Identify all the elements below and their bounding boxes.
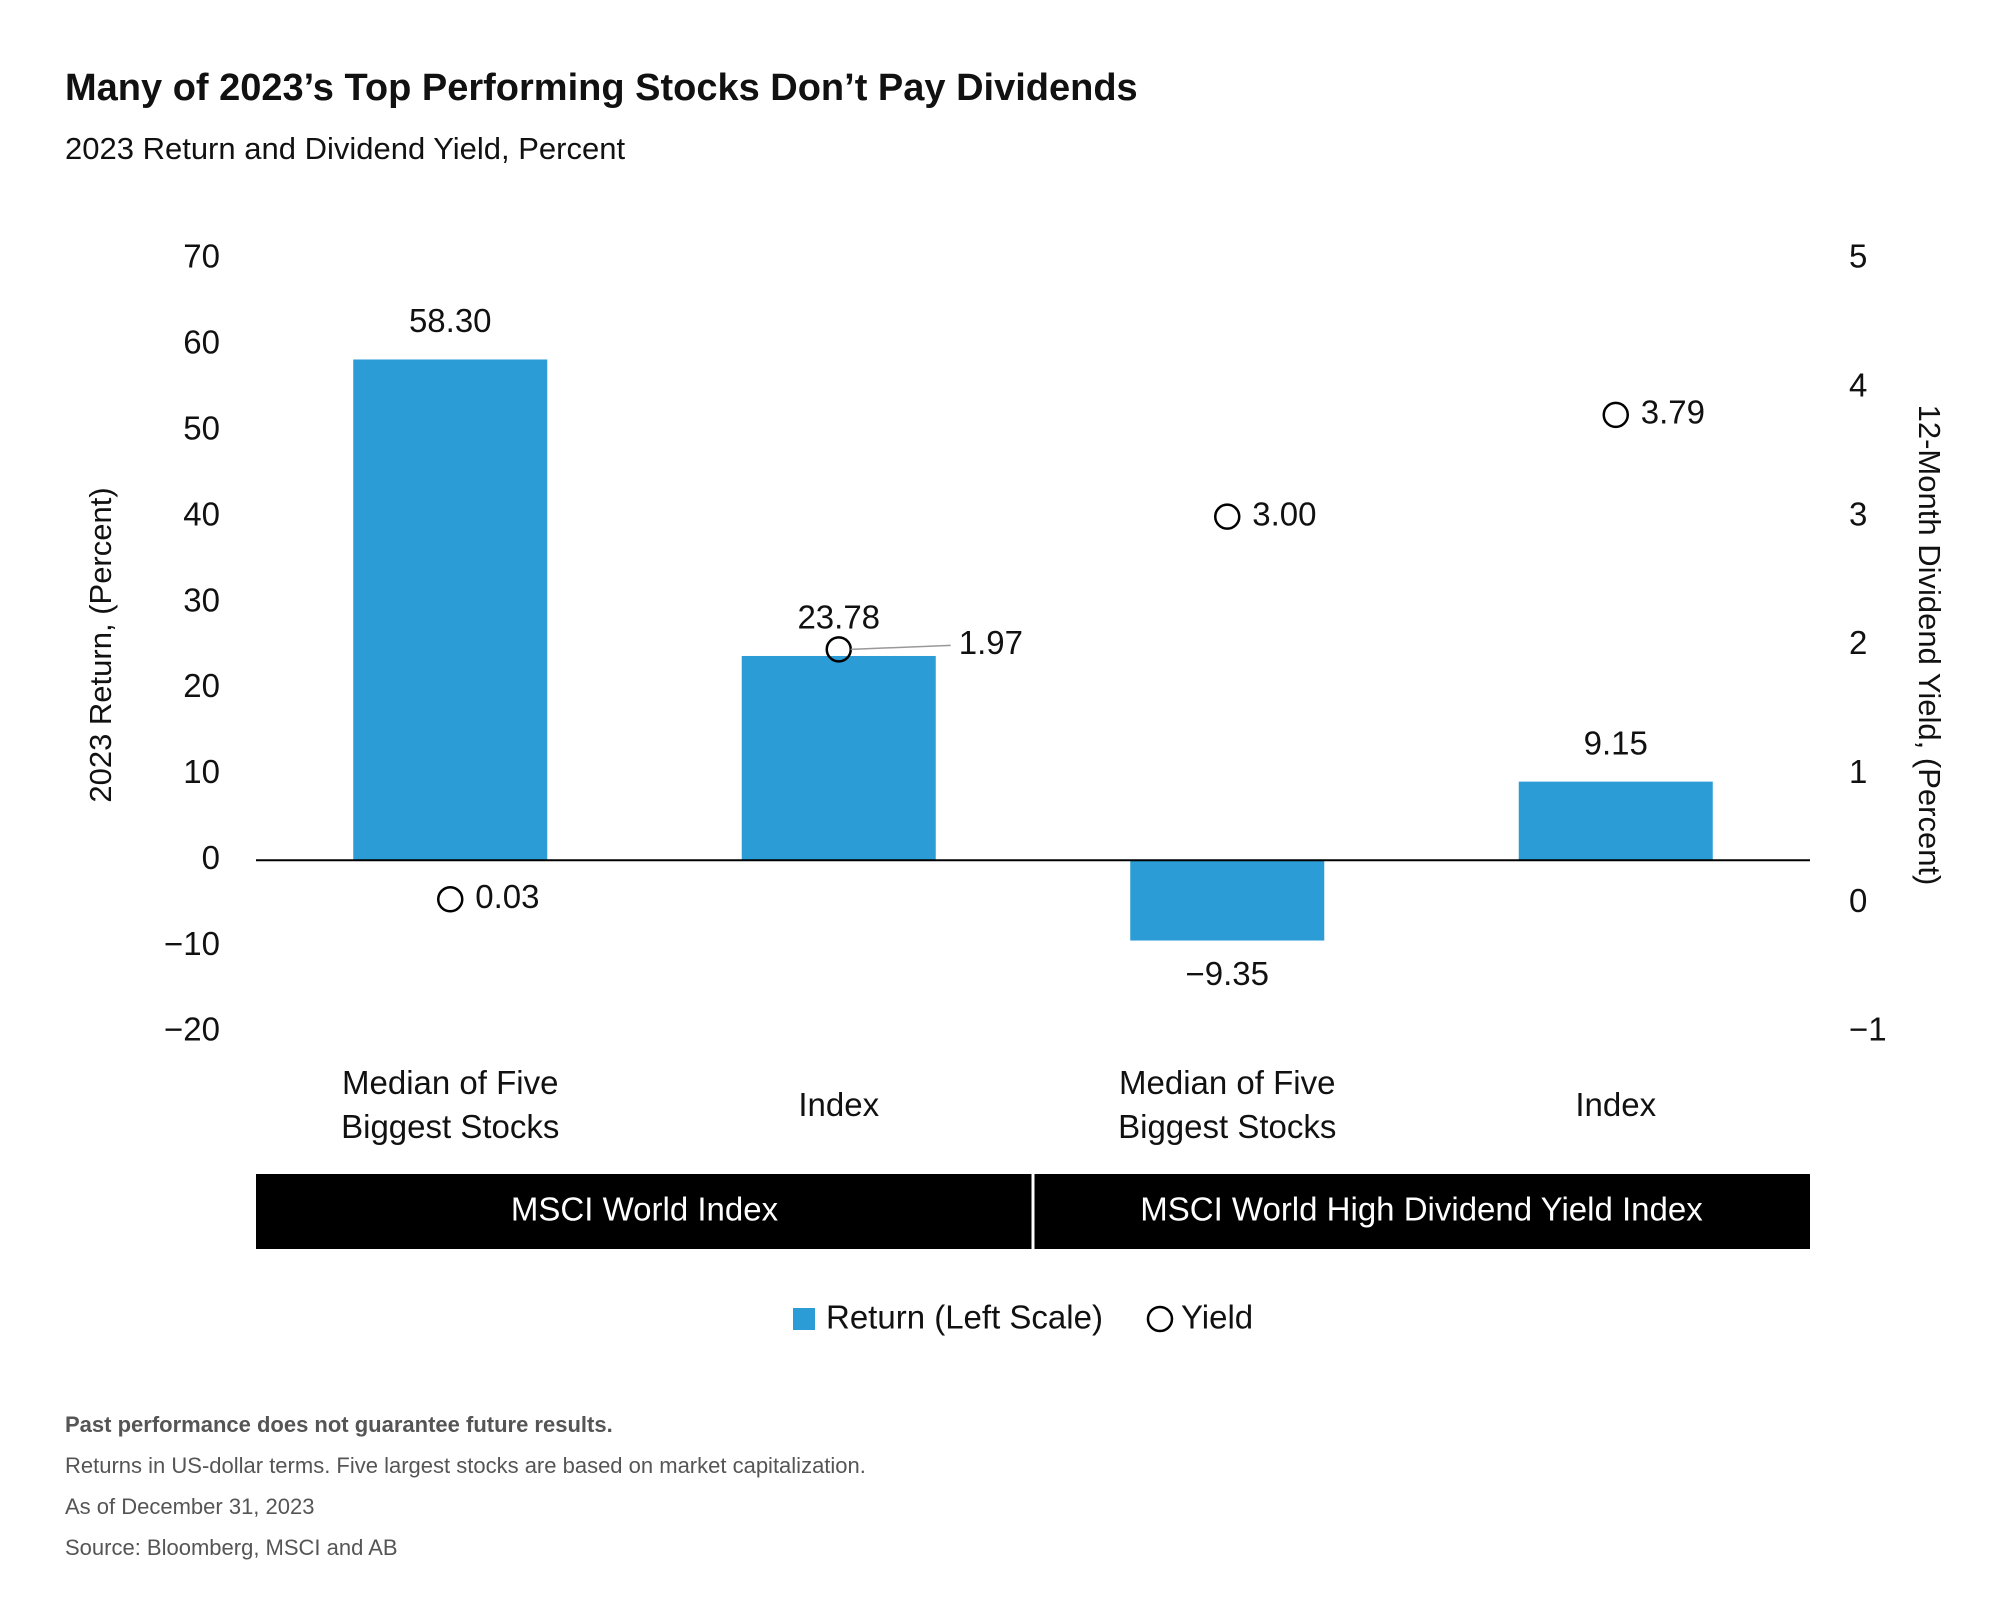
group-label: MSCI World Index bbox=[511, 1191, 779, 1228]
y-tick-label: 50 bbox=[183, 409, 220, 446]
y2-tick-label: 4 bbox=[1849, 367, 1867, 404]
y2-axis-title: 12-Month Dividend Yield, (Percent) bbox=[1912, 405, 1947, 886]
data-label: −9.35 bbox=[1186, 955, 1270, 992]
y-tick-label: −10 bbox=[164, 925, 220, 962]
bar bbox=[741, 655, 936, 861]
x-tick-label: Index bbox=[1575, 1086, 1657, 1123]
group-band bbox=[256, 1174, 1032, 1249]
legend-swatch bbox=[1146, 1305, 1174, 1333]
data-label: 0.03 bbox=[475, 878, 539, 915]
data-label: 1.97 bbox=[959, 624, 1023, 661]
y-tick-label: −20 bbox=[164, 1011, 220, 1048]
footnote: Returns in US-dollar terms. Five largest… bbox=[65, 1453, 866, 1478]
y2-tick-label: 5 bbox=[1849, 238, 1867, 275]
y-tick-label: 0 bbox=[202, 839, 220, 876]
y2-tick-label: 1 bbox=[1849, 753, 1867, 790]
y-tick-label: 10 bbox=[183, 753, 220, 790]
footnote: Past performance does not guarantee futu… bbox=[65, 1412, 613, 1437]
y-tick-label: 20 bbox=[183, 667, 220, 704]
leader-line bbox=[850, 644, 951, 651]
chart-title: Many of 2023’s Top Performing Stocks Don… bbox=[65, 67, 1138, 109]
y2-tick-label: 3 bbox=[1849, 495, 1867, 532]
y-tick-label: 60 bbox=[183, 324, 220, 361]
y-tick-label: 30 bbox=[183, 581, 220, 618]
data-label: 58.30 bbox=[409, 302, 492, 339]
y-tick-label: 70 bbox=[183, 238, 220, 275]
group-label: MSCI World High Dividend Yield Index bbox=[1140, 1191, 1703, 1228]
legend-label: Yield bbox=[1181, 1299, 1253, 1336]
data-label: 3.79 bbox=[1641, 394, 1705, 431]
legend-swatch bbox=[793, 1308, 815, 1330]
yield-marker bbox=[1602, 401, 1629, 429]
footnote: Source: Bloomberg, MSCI and AB bbox=[65, 1535, 398, 1560]
chart-subtitle: 2023 Return and Dividend Yield, Percent bbox=[65, 131, 625, 166]
bar bbox=[1130, 860, 1325, 941]
x-tick-label: Median of Five Biggest Stocks bbox=[341, 1064, 560, 1145]
legend-label: Return (Left Scale) bbox=[826, 1299, 1103, 1336]
y-tick-label: 40 bbox=[183, 495, 220, 532]
yield-marker bbox=[437, 886, 464, 913]
x-tick-label: Index bbox=[798, 1086, 880, 1123]
y-axis-title: 2023 Return, (Percent) bbox=[83, 487, 118, 802]
y2-tick-label: 2 bbox=[1849, 624, 1867, 661]
group-band bbox=[1034, 1174, 1810, 1249]
yield-marker bbox=[1214, 503, 1241, 530]
data-label: 9.15 bbox=[1584, 724, 1648, 761]
y2-tick-label: 0 bbox=[1849, 882, 1867, 919]
x-tick-label: Median of Five Biggest Stocks bbox=[1118, 1064, 1337, 1145]
footnote: As of December 31, 2023 bbox=[65, 1494, 314, 1519]
data-label: 3.00 bbox=[1252, 495, 1316, 532]
bar bbox=[1518, 781, 1713, 861]
bar bbox=[353, 359, 548, 861]
y2-tick-label: −1 bbox=[1849, 1011, 1887, 1048]
data-label: 23.78 bbox=[797, 599, 880, 636]
